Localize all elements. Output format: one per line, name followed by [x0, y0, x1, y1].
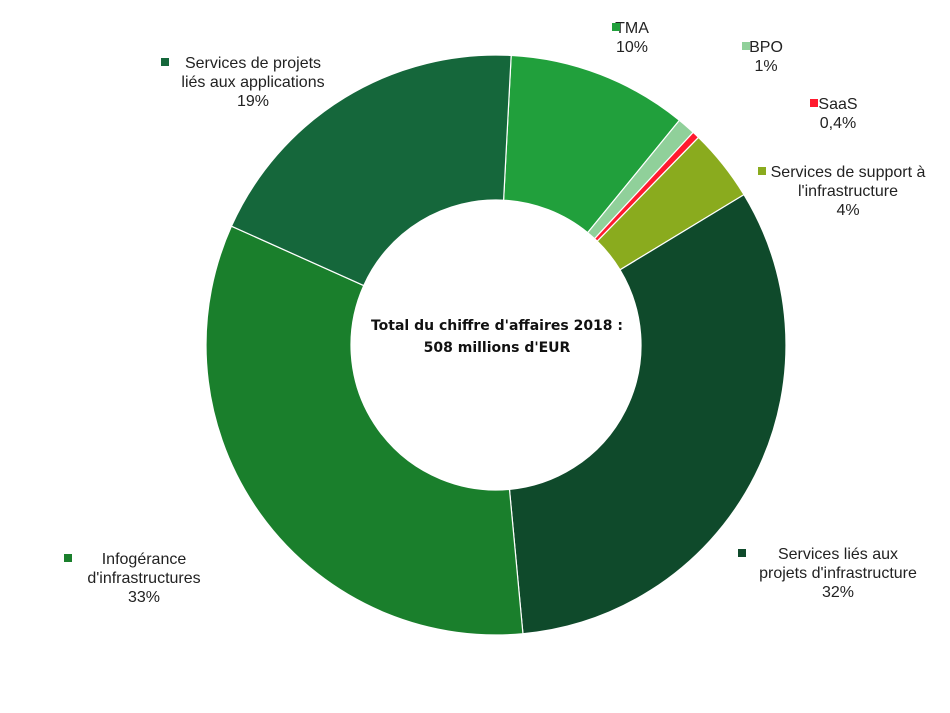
legend-marker	[758, 167, 766, 175]
slice-label: Infogérance	[102, 551, 187, 568]
center-total-line-2: 508 millions d'EUR	[424, 340, 571, 356]
donut-slice	[508, 193, 787, 635]
donut-slice	[230, 54, 512, 287]
slice-label: Services de projets	[185, 55, 321, 72]
slice-value-label: 10%	[616, 39, 648, 56]
slice-label: Services de support à	[771, 164, 926, 181]
slice-value-label: 33%	[128, 589, 160, 606]
slice-label: d'infrastructures	[87, 570, 200, 587]
slice-value-label: 19%	[237, 93, 269, 110]
slice-value-label: 4%	[836, 202, 859, 219]
legend-marker	[64, 554, 72, 562]
slice-label: TMA	[615, 20, 649, 37]
legend-marker	[161, 58, 169, 66]
slice-labels: TMA 10% BPO 1% SaaS 0,4% Services de support à…	[64, 20, 925, 606]
slice-value-label: 32%	[822, 584, 854, 601]
slice-label: BPO	[749, 39, 783, 56]
donut-slice	[205, 225, 524, 636]
slice-label: liés aux applications	[181, 74, 324, 91]
legend-marker	[738, 549, 746, 557]
slice-label: Services liés aux	[778, 546, 898, 563]
slice-value-label: 0,4%	[820, 115, 856, 132]
slice-value-label: 1%	[754, 58, 777, 75]
slice-label: SaaS	[818, 96, 857, 113]
legend-marker	[742, 42, 750, 50]
legend-marker	[810, 99, 818, 107]
donut-slices	[205, 54, 787, 636]
slice-label: l'infrastructure	[798, 183, 898, 200]
center-total-line-1: Total du chiffre d'affaires 2018 :	[371, 318, 623, 334]
slice-label: projets d'infrastructure	[759, 565, 917, 582]
legend-marker	[612, 23, 620, 31]
